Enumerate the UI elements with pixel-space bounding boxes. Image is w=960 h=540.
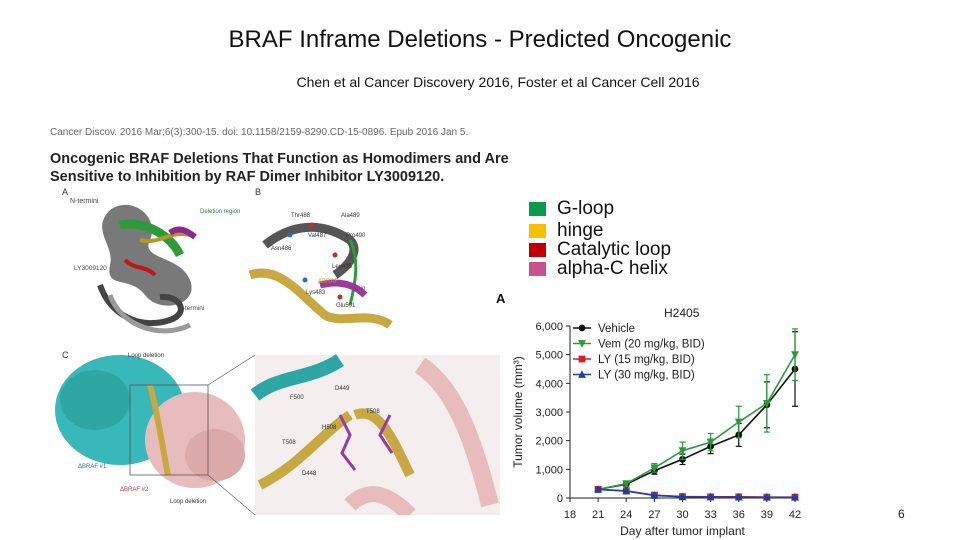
panel-c-label: C [62, 350, 69, 360]
legend-alpha-c-helix-label: alpha-C helix [557, 258, 668, 279]
catalytic-loop-swatch [529, 243, 546, 257]
x-tick-label: 42 [789, 509, 801, 521]
g-loop-swatch [529, 202, 546, 216]
data-point [706, 438, 715, 447]
y-tick-label: 0 [557, 493, 563, 505]
y-tick-label: 4,000 [535, 378, 563, 390]
data-point [791, 492, 799, 501]
label-dbraf-1: ΔBRAF #1 [78, 464, 107, 470]
x-tick-label: 39 [761, 509, 773, 521]
data-point [734, 492, 743, 501]
legend-label: Vehicle [598, 323, 635, 335]
data-point [678, 447, 687, 456]
data-point [762, 400, 771, 408]
label-dbraf: ΔBRAF [318, 279, 338, 285]
data-point [594, 485, 603, 493]
data-point [622, 486, 631, 495]
x-tick-label: 21 [592, 509, 604, 521]
label-asn486: Asn486 [271, 246, 292, 252]
label-deletion-region: Deletion region [200, 209, 240, 215]
legend-marker [578, 355, 586, 363]
slide-title: BRAF Inframe Deletions - Predicted Oncog… [228, 26, 732, 53]
label-loop-deletion-bottom: Loop deletion [170, 499, 206, 505]
structure-panel-c: C Loop deletion ΔBRAF #1 ΔBRAF #2 Loop d… [55, 350, 500, 515]
x-tick-label: 27 [648, 509, 660, 521]
data-point [650, 464, 659, 473]
legend-label: LY (15 mg/kg, BID) [598, 354, 695, 366]
legend-catalytic-loop-label: Catalytic loop [557, 239, 672, 260]
legend-marker [578, 324, 586, 332]
label-n-termini: N-termini [70, 198, 99, 205]
hinge-swatch [529, 224, 546, 238]
data-point [622, 480, 631, 489]
x-tick-label: 24 [620, 509, 632, 521]
label-d448: D448 [302, 471, 317, 477]
paper-citation: Cancer Discov. 2016 Mar;6(3):300-15. doi… [50, 127, 469, 138]
label-leu485: Leu485 [332, 264, 353, 270]
label-loop-deletion-top: Loop deletion [128, 353, 164, 359]
data-point [650, 491, 659, 499]
y-tick-label: 2,000 [535, 436, 563, 448]
y-axis-label: Tumor volume (mm³) [511, 356, 525, 468]
label-d449: D449 [335, 386, 350, 392]
x-tick-label: 30 [676, 509, 688, 521]
label-c-termini: C-termini [178, 305, 204, 312]
label-glu501: Glu501 [336, 303, 356, 309]
series-line-3 [598, 488, 795, 499]
legend-g-loop-label: G-loop [557, 198, 615, 219]
legend-marker [578, 370, 586, 378]
y-tick-label: 1,000 [535, 464, 563, 476]
x-tick-label: 36 [733, 509, 745, 521]
label-ly3009120: LY3009120 [74, 265, 107, 272]
label-t508-left: T508 [282, 440, 296, 446]
label-ala489: Ala489 [341, 213, 360, 219]
label-thr488: Thr488 [291, 213, 311, 219]
paper-title: Oncogenic BRAF Deletions That Function a… [50, 150, 570, 186]
legend-label: Vem (20 mg/kg, BID) [598, 339, 705, 351]
structure-panel-b: B Thr488 Ala489 Val487 Pro490 Asn486 Leu… [248, 187, 393, 329]
series-line-0 [597, 368, 796, 491]
x-tick-label: 18 [564, 509, 576, 521]
panel-b-label: B [255, 187, 261, 197]
x-axis-label: Day after tumor implant [620, 524, 745, 538]
chart-title: H2405 [664, 306, 700, 320]
paper-title-line1: Oncogenic BRAF Deletions That Function a… [50, 151, 509, 167]
structure-panel-a: A N-termini Deletion region LY3009120 C-… [62, 187, 240, 334]
paper-title-line2: Sensitive to Inhibition by RAF Dimer Inh… [50, 169, 445, 185]
tumor-volume-chart: A H2405 0 1,000 2,000 3,000 4,000 5,000 6,000 18 2… [496, 291, 801, 538]
legend-marker [578, 340, 586, 348]
label-f500: F500 [290, 395, 304, 401]
label-dbraf-2: ΔBRAF #2 [120, 487, 149, 493]
data-point [762, 492, 771, 501]
label-t508-right: T508 [366, 409, 380, 415]
label-lys483: Lys483 [306, 290, 326, 296]
label-pro490: Pro490 [346, 233, 366, 239]
panel-a-label: A [62, 187, 68, 197]
y-tick-label: 6,000 [535, 321, 563, 333]
data-point [734, 418, 743, 427]
data-point [678, 492, 687, 501]
x-tick-label: 33 [705, 509, 717, 521]
slide-subtitle: Chen et al Cancer Discovery 2016, Foster… [296, 74, 700, 90]
label-h508: H508 [322, 425, 337, 431]
data-point [706, 492, 715, 501]
legend-label: LY (30 mg/kg, BID) [598, 370, 695, 382]
y-tick-label: 5,000 [535, 350, 563, 362]
label-ac-in: αC-in [351, 286, 365, 292]
legend-hinge-label: hinge [557, 220, 604, 241]
protein-structure-figure: A N-termini Deletion region LY3009120 C-… [55, 187, 500, 515]
alpha-c-helix-swatch [529, 262, 546, 276]
series-line-1 [597, 354, 796, 491]
data-point [791, 351, 799, 360]
chart-panel-label: A [496, 291, 506, 306]
y-tick-label: 3,000 [535, 407, 563, 419]
label-val487: Val487 [308, 233, 327, 239]
page-number: 6 [898, 507, 905, 521]
